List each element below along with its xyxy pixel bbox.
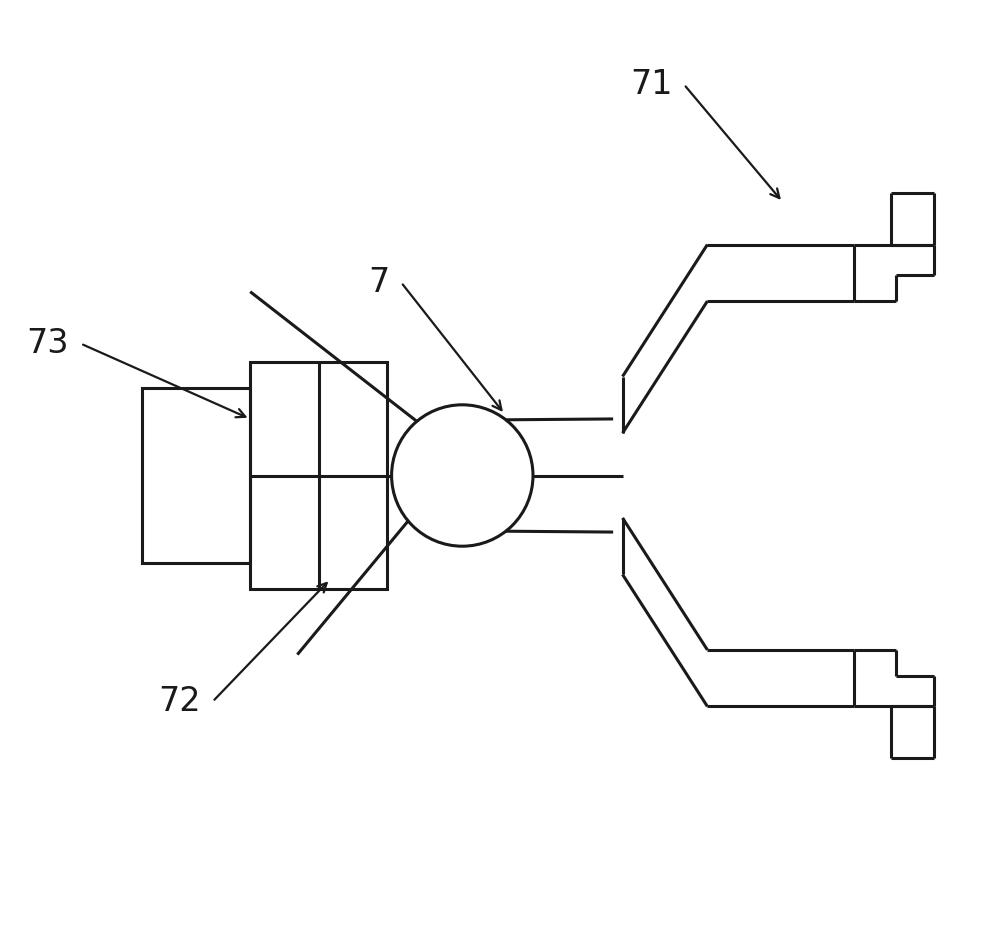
Text: 71: 71 <box>630 68 673 101</box>
Text: 72: 72 <box>159 686 201 718</box>
Text: 73: 73 <box>27 327 69 360</box>
Text: 7: 7 <box>368 265 390 299</box>
Bar <box>250 362 387 589</box>
Bar <box>142 388 250 563</box>
